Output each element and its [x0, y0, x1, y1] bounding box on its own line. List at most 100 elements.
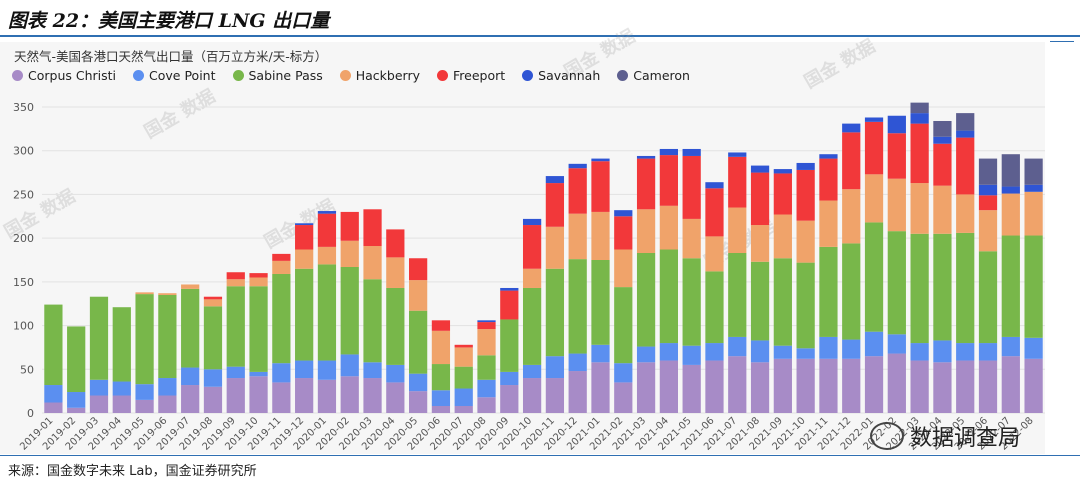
bar-segment: [796, 162, 815, 170]
bar-segment: [317, 379, 337, 413]
bar-segment: [591, 260, 610, 345]
chart-legend: Corpus Christi Cove Point Sabine Pass Hackb…: [12, 68, 690, 83]
y-tick-label: 0: [27, 407, 34, 420]
bar-segment: [636, 209, 656, 254]
bar-segment: [705, 343, 724, 361]
bar-segment: [340, 211, 359, 241]
bar-segment: [340, 376, 359, 413]
bar-segment: [659, 205, 678, 250]
bar-segment: [522, 268, 542, 288]
bar-segment: [636, 362, 656, 413]
bar-segment: [978, 210, 998, 252]
bar-segment: [317, 360, 337, 380]
bar-segment: [545, 378, 565, 413]
bar-segment: [409, 280, 428, 311]
bar-segment: [522, 378, 542, 413]
bar-segment: [500, 287, 519, 291]
bar-segment: [910, 343, 929, 361]
legend-item: Corpus Christi: [12, 68, 116, 83]
bar-segment: [249, 277, 268, 287]
bar-segment: [659, 360, 678, 413]
bar-segment: [44, 402, 63, 413]
bar-segment: [477, 329, 496, 356]
bar-segment: [295, 360, 314, 379]
bar-segment: [226, 272, 245, 280]
wechat-icon: [870, 422, 904, 450]
bar-segment: [796, 169, 815, 221]
bar-segment: [1024, 158, 1043, 185]
bar-segment: [295, 249, 314, 269]
bar-segment: [705, 188, 724, 237]
bar-segment: [226, 279, 245, 287]
brand-mark: 数据调查局: [870, 420, 1020, 452]
bar-segment: [910, 123, 929, 184]
bar-segment: [545, 176, 565, 184]
bar-segment: [1001, 235, 1020, 337]
bar-segment: [500, 319, 519, 372]
bar-segment: [340, 354, 359, 377]
bar-segment: [295, 268, 314, 361]
bar-segment: [409, 258, 428, 281]
bar-segment: [203, 296, 223, 300]
legend-item: Hackberry: [339, 68, 421, 83]
bar-segment: [249, 376, 268, 413]
bar-segment: [614, 216, 633, 250]
legend-label: Hackberry: [355, 68, 421, 83]
bar-segment: [1024, 235, 1043, 338]
bar-segment: [978, 195, 998, 211]
bar-segment: [477, 355, 496, 380]
bar-segment: [614, 249, 633, 288]
bar-segment: [887, 133, 906, 179]
bar-segment: [477, 322, 496, 330]
bar-segment: [203, 369, 223, 387]
legend-swatch: [437, 70, 449, 81]
bar-segment: [249, 371, 268, 377]
bar-segment: [750, 261, 770, 341]
bar-segment: [409, 373, 428, 392]
bar-segment: [728, 152, 747, 157]
bar-segment: [864, 331, 884, 357]
bar-segment: [636, 253, 656, 347]
bar-segment: [773, 358, 792, 413]
bar-segment: [887, 353, 906, 413]
bottom-divider: [0, 455, 1080, 456]
bar-segment: [978, 360, 998, 413]
bar-segment: [750, 165, 770, 173]
bar-segment: [1001, 356, 1020, 413]
bar-segment: [1024, 184, 1043, 192]
bar-segment: [591, 344, 610, 363]
bar-segment: [864, 174, 884, 223]
bar-segment: [978, 343, 998, 361]
bar-segment: [249, 273, 268, 278]
bar-segment: [910, 113, 929, 124]
bar-segment: [409, 391, 428, 413]
bar-segment: [659, 148, 678, 156]
bar-segment: [522, 364, 542, 379]
bar-segment: [956, 113, 975, 131]
bar-segment: [112, 381, 131, 396]
bar-segment: [933, 185, 952, 234]
bar-segment: [272, 382, 291, 413]
bar-segment: [67, 326, 86, 393]
bar-segment: [910, 183, 929, 234]
bar-segment: [295, 223, 314, 226]
bar-segment: [591, 161, 610, 212]
bar-segment: [1001, 193, 1020, 236]
bar-segment: [842, 132, 861, 190]
bar-segment: [181, 385, 200, 413]
figure-title: 图表 22：美国主要港口 LNG 出口量: [8, 10, 330, 32]
bar-segment: [454, 406, 473, 413]
brand-text: 数据调查局: [910, 426, 1021, 451]
bar-segment: [750, 172, 770, 226]
bar-segment: [819, 158, 838, 201]
bar-segment: [910, 102, 929, 114]
bar-segment: [796, 262, 815, 349]
legend-swatch: [339, 70, 351, 81]
y-tick-label: 50: [20, 363, 34, 376]
bar-segment: [89, 296, 109, 380]
bar-segment: [158, 293, 177, 295]
bar-segment: [522, 287, 542, 365]
bar-segment: [363, 246, 382, 280]
bar-segment: [135, 399, 154, 413]
bar-segment: [568, 163, 587, 169]
